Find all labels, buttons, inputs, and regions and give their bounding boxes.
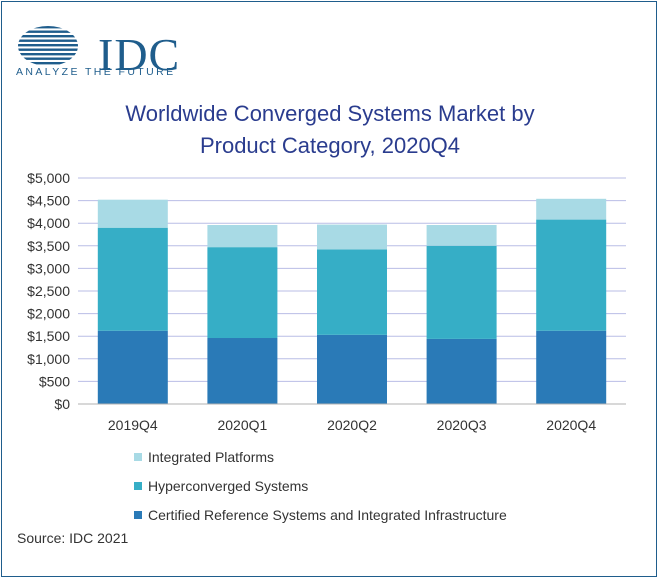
x-tick-label: 2019Q4 xyxy=(108,417,158,433)
y-tick-label: $1,000 xyxy=(27,351,70,367)
legend-label: Integrated Platforms xyxy=(148,449,275,465)
bar-segment xyxy=(207,338,278,404)
legend-label: Hyperconverged Systems xyxy=(148,478,309,494)
chart-title: Worldwide Converged Systems Market by Pr… xyxy=(0,98,660,162)
y-tick-label: $3,000 xyxy=(27,260,70,276)
bar-segment xyxy=(317,249,387,335)
y-tick-label: $4,500 xyxy=(27,193,70,209)
brand-name: IDC xyxy=(98,29,181,80)
legend-swatch xyxy=(134,453,142,461)
source-note: Source: IDC 2021 xyxy=(17,530,129,546)
x-tick-label: 2020Q3 xyxy=(437,417,487,433)
bar-segment xyxy=(426,245,497,339)
bar-segment xyxy=(426,338,497,404)
legend-swatch xyxy=(134,482,142,490)
bar-segment xyxy=(536,219,607,331)
y-tick-label: $2,000 xyxy=(27,306,70,322)
y-tick-label: $5,000 xyxy=(27,170,70,186)
x-tick-label: 2020Q1 xyxy=(217,417,267,433)
globe-icon xyxy=(18,26,78,65)
bar-segment xyxy=(426,225,497,246)
legend-label: Certified Reference Systems and Integrat… xyxy=(148,507,507,523)
bar-segment xyxy=(207,247,278,339)
x-tick-label: 2020Q4 xyxy=(546,417,596,433)
bar-segment xyxy=(97,330,168,404)
y-tick-label: $0 xyxy=(54,396,70,412)
stacked-bar-chart: $0 $500 $1,000 $1,500 $2,000 $2,500 $3,000 $3,5… xyxy=(27,170,626,433)
brand-tagline: ANALYZE THE FUTURE xyxy=(16,66,176,78)
bar-segment xyxy=(536,198,607,220)
x-tick-label: 2020Q2 xyxy=(327,417,377,433)
legend-swatch xyxy=(134,511,142,519)
y-tick-label: $3,500 xyxy=(27,238,70,254)
bar-segment xyxy=(97,227,168,331)
y-tick-label: $4,000 xyxy=(27,215,70,231)
chart-title-line-1: Worldwide Converged Systems Market by xyxy=(125,101,535,126)
y-tick-label: $500 xyxy=(39,373,70,389)
bar-segment xyxy=(317,224,387,250)
bar-segment xyxy=(317,334,387,404)
bar-segment xyxy=(97,199,168,228)
y-tick-label: $2,500 xyxy=(27,283,70,299)
bar-segment xyxy=(536,330,607,404)
idc-logo: IDC ANALYZE THE FUTURE xyxy=(16,18,179,80)
bar-segment xyxy=(207,225,278,248)
y-tick-label: $1,500 xyxy=(27,328,70,344)
chart-title-line-2: Product Category, 2020Q4 xyxy=(199,133,461,158)
